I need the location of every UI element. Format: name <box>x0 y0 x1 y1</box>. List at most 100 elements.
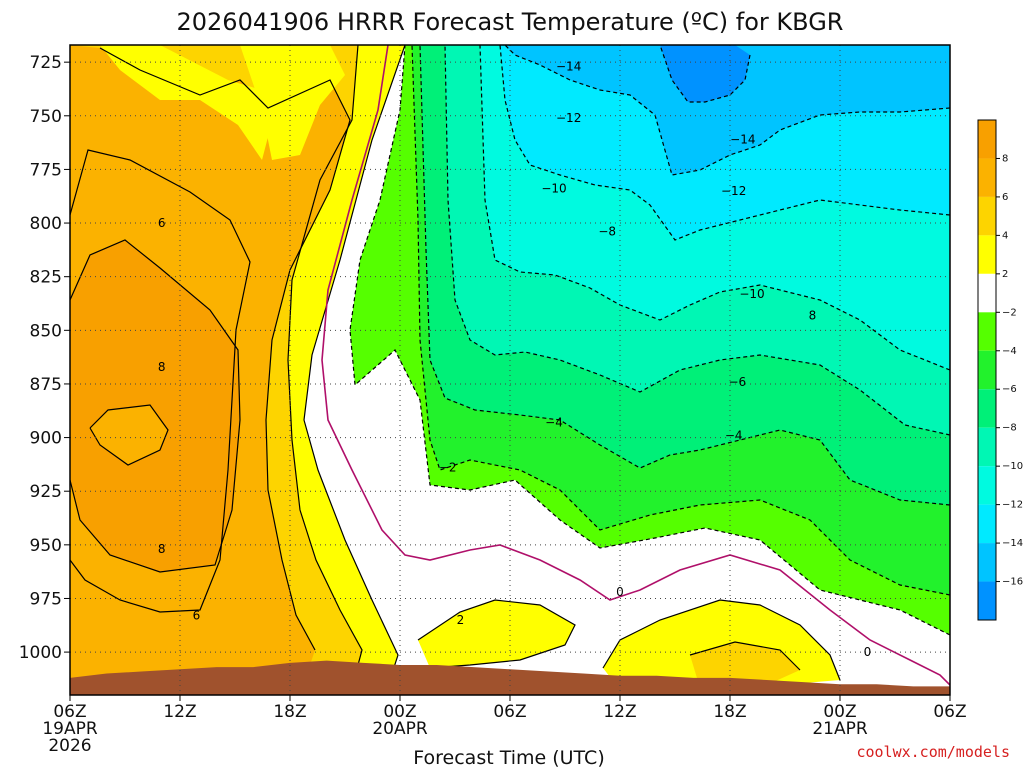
band-2-to-4-top <box>100 45 275 160</box>
contour-label: −2 <box>439 461 457 475</box>
contour-2-pocket-b <box>602 599 841 681</box>
colorbar-swatch <box>978 350 996 390</box>
chart-title: 2026041906 HRRR Forecast Temperature (ºC… <box>177 8 844 36</box>
colorbar-label: −14 <box>1002 538 1023 549</box>
colorbar: 8 6 4 2 −2 −4 −6 −8 −10 −12 −14 −16 <box>977 119 1023 621</box>
x-tick-label: 06Z <box>493 702 526 722</box>
band--18-to--16 <box>660 45 750 102</box>
colorbar-swatch <box>978 581 996 620</box>
contour--12 <box>499 45 950 241</box>
credit-text: coolwx.com/models <box>856 743 1010 761</box>
x-tick-label: 00Z <box>823 702 856 722</box>
band-8-to-10 <box>70 240 240 572</box>
colorbar-label: 2 <box>1002 269 1008 280</box>
x-tick-label: 00Z <box>383 702 416 722</box>
contour-label: 6 <box>193 609 201 623</box>
contour-2 <box>303 45 406 695</box>
contour-label: −4 <box>725 428 743 442</box>
terrain <box>70 660 950 695</box>
contour-label: −14 <box>730 132 755 146</box>
contour-label: 8 <box>158 542 166 556</box>
contour-4-pocket-b <box>689 641 801 671</box>
colorbar-swatch <box>978 235 996 274</box>
x-tick-label: 12Z <box>163 702 196 722</box>
y-tick-label: 800 <box>30 214 62 234</box>
colorbar-label: −8 <box>1002 423 1017 434</box>
colorbar-label: −2 <box>1002 307 1017 318</box>
contour-8 <box>70 239 241 573</box>
y-tick-label: 750 <box>30 107 62 127</box>
colorbar-swatch <box>978 504 996 544</box>
contour-label: −14 <box>556 59 581 73</box>
colorbar-label: 8 <box>1002 153 1008 164</box>
x-tick-label: 20APR <box>372 719 428 739</box>
y-tick-label: 975 <box>30 589 62 609</box>
colorbar-label: −16 <box>1002 577 1023 588</box>
band-6-to-8-pocket <box>90 405 168 465</box>
colorbar-swatch <box>978 273 996 313</box>
contour-label: 0 <box>864 645 872 659</box>
plot-area <box>70 45 950 695</box>
contour-label: −4 <box>545 416 563 430</box>
x-tick-label: 19APR <box>42 719 98 739</box>
colorbar-swatch <box>978 427 996 467</box>
colorbar-frame <box>977 119 997 621</box>
y-tick-label: 850 <box>30 321 62 341</box>
y-tick-label: 825 <box>30 268 62 288</box>
contour-8-pocket <box>89 404 169 466</box>
colorbar-swatch <box>978 120 996 159</box>
colorbar-swatch <box>978 158 996 197</box>
x-tick-label: 21APR <box>812 719 868 739</box>
y-tick-label: 1000 <box>19 643 62 663</box>
contour--14 <box>504 45 950 176</box>
contour-label: 8 <box>809 308 817 322</box>
y-tick-label: 900 <box>30 429 62 449</box>
contour-label: −8 <box>598 225 616 239</box>
y-tick-label: 950 <box>30 536 62 556</box>
y-tick-label: 925 <box>30 482 62 502</box>
band-2-to-4-pocket-a <box>418 600 575 668</box>
contour-label: 8 <box>158 360 166 374</box>
colorbar-swatch <box>978 389 996 428</box>
contour--10 <box>479 45 950 371</box>
y-tick-label: 775 <box>30 160 62 180</box>
contour-6-outer <box>99 47 351 651</box>
contour-0 <box>321 45 950 686</box>
contour-label: −10 <box>739 287 764 301</box>
x-tick-label: 18Z <box>273 702 306 722</box>
band-2-to-4-top-right <box>240 45 345 160</box>
contour-label: 0 <box>616 585 624 599</box>
band-4-to-6-pocket-b <box>690 642 800 688</box>
colorbar-label: 6 <box>1002 192 1008 203</box>
contour-label: −10 <box>541 182 566 196</box>
colorbar-label: −6 <box>1002 384 1017 395</box>
contour-label: 2 <box>457 613 465 627</box>
colorbar-swatch <box>978 466 996 505</box>
contour-6 <box>70 149 251 613</box>
x-tick-label: 2026 <box>48 736 91 756</box>
contour-label: −6 <box>728 375 746 389</box>
contour-label: −12 <box>721 184 746 198</box>
colorbar-label: −10 <box>1002 461 1023 472</box>
contour--4 <box>411 45 950 596</box>
y-tick-label: 875 <box>30 375 62 395</box>
contour--16 <box>659 45 751 103</box>
colorbar-label: −4 <box>1002 346 1017 357</box>
contour--2 <box>349 45 950 636</box>
y-axis-ticks: 725 750 775 800 825 850 875 900 925 950 975 1000 <box>19 53 70 663</box>
band--16-to--14 <box>505 45 950 175</box>
contour-label: −12 <box>556 111 581 125</box>
x-tick-label: 06Z <box>933 702 966 722</box>
x-tick-label: 18Z <box>713 702 746 722</box>
y-tick-label: 725 <box>30 53 62 73</box>
grid-lines <box>69 44 951 696</box>
x-tick-label: 12Z <box>603 702 636 722</box>
contour-labels: −14 −12 −14 −10 −12 −8 −10 8 −6 −4 −4 −2 0 2 0 6 8 8 6 <box>158 59 871 659</box>
colorbar-swatch <box>978 543 996 582</box>
colorbar-swatch <box>978 312 996 351</box>
colorbar-swatch <box>978 196 996 236</box>
x-axis-label: Forecast Time (UTC) <box>413 747 604 768</box>
colorbar-label: −12 <box>1002 500 1023 511</box>
